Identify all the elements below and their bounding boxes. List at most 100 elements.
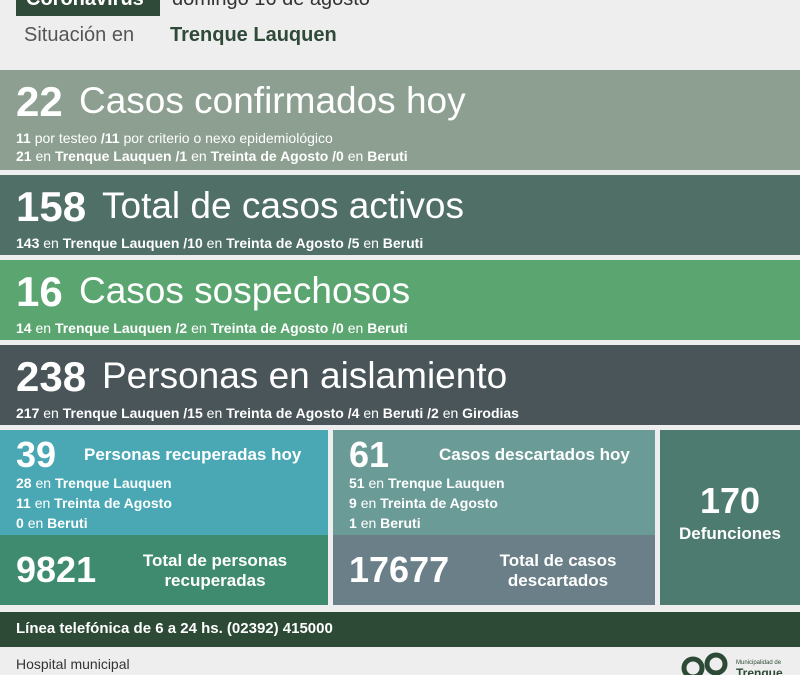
count: /1 (175, 148, 188, 164)
place: Trenque Lauquen (54, 320, 172, 336)
place: Beruti (380, 515, 421, 531)
word: en (35, 320, 52, 336)
word: en (360, 495, 377, 511)
band-number: 16 (16, 268, 63, 315)
deaths-label: Defunciones (678, 524, 782, 543)
word: en (368, 475, 385, 491)
band-line: 11 por testeo /11 por criterio o nexo ep… (16, 130, 333, 146)
word: en (34, 495, 51, 511)
count: 217 (16, 405, 40, 421)
box-total-label: Total de personas recuperadas (142, 551, 288, 590)
count: /0 (332, 148, 344, 164)
band (0, 260, 800, 340)
logo (681, 652, 728, 675)
band-line: 21 en Trenque Lauquen /1 en Treinta de A… (16, 148, 408, 164)
word: en (360, 515, 377, 531)
place: Trenque Lauquen (62, 235, 180, 251)
place: Trenque Lauquen (170, 24, 337, 46)
place: Beruti (47, 515, 88, 531)
word: en (363, 235, 379, 251)
word: en (43, 235, 59, 251)
box-line: 9 en Treinta de Agosto (349, 495, 498, 511)
band (0, 175, 800, 255)
box-line: 28 en Trenque Lauquen (16, 475, 172, 491)
logo-small: Municipalidad de (736, 660, 782, 666)
phone: Línea telefónica de 6 a 24 hs. (02392) 4… (16, 620, 333, 637)
band-title: Casos sospechosos (79, 270, 411, 311)
place: Treinta de Agosto (54, 495, 172, 511)
count: 28 (16, 475, 32, 491)
box (333, 430, 655, 535)
word: en (206, 405, 223, 421)
place: Trenque Lauquen (62, 405, 180, 421)
place: Treinta de Agosto (226, 235, 344, 251)
count: /4 (347, 405, 360, 421)
band-line: 14 en Trenque Lauquen /2 en Treinta de A… (16, 320, 408, 336)
box-total: 17677 (349, 549, 450, 590)
band (0, 70, 800, 170)
hospital: Hospital municipal (16, 656, 130, 672)
band-number: 158 (16, 183, 87, 230)
box-line: 1 en Beruti (349, 515, 421, 531)
word: en (35, 475, 52, 491)
count: 14 (16, 320, 32, 336)
place: Beruti (382, 405, 424, 421)
count: 143 (16, 235, 40, 251)
place: Trenque Lauquen (54, 475, 172, 491)
box-total-label: Total de casos descartados (499, 551, 617, 590)
band-number: 238 (16, 353, 87, 400)
place: Girodias (462, 405, 519, 421)
count: 11 (16, 130, 31, 146)
place: Beruti (367, 320, 408, 336)
deaths-box (660, 430, 800, 605)
word: por testeo (34, 130, 97, 146)
count: /10 (183, 235, 203, 251)
deaths-number: 170 (699, 480, 761, 521)
count: /11 (100, 130, 120, 146)
word: en (206, 235, 223, 251)
band-title: Casos confirmados hoy (79, 80, 466, 121)
word: en (43, 405, 59, 421)
count: 11 (16, 495, 31, 511)
band-title: Personas en aislamiento (102, 355, 508, 396)
band-line: 143 en Trenque Lauquen /10 en Treinta de… (16, 235, 423, 251)
word: en (347, 148, 364, 164)
word: por criterio o nexo epidemiológico (123, 130, 333, 146)
count: 21 (16, 148, 32, 164)
place: Trenque Lauquen (54, 148, 172, 164)
place: Beruti (367, 148, 408, 164)
box-number: 61 (349, 434, 390, 475)
situation: Situación en (24, 24, 135, 46)
count: /0 (332, 320, 344, 336)
tag: Coronavirus (26, 0, 144, 11)
count: 0 (16, 515, 24, 531)
box-total-bg (0, 535, 328, 605)
word: en (363, 405, 379, 421)
place: Trenque Lauquen (387, 475, 505, 491)
word: en (347, 320, 364, 336)
count: 9 (349, 495, 357, 511)
band-number: 22 (16, 78, 63, 125)
place: Treinta de Agosto (226, 405, 344, 421)
box-line: 0 en Beruti (16, 515, 88, 531)
word: en (27, 515, 44, 531)
phone-bar (0, 612, 800, 647)
band (0, 345, 800, 425)
word: en (191, 320, 207, 336)
count: /5 (347, 235, 360, 251)
box-total-bg (333, 535, 655, 605)
count: /2 (427, 405, 439, 421)
box-number: 39 (16, 434, 57, 475)
box-title: Personas recuperadas hoy (84, 445, 302, 464)
count: /2 (175, 320, 188, 336)
count: 1 (349, 515, 357, 531)
logo-big: Trenque (736, 666, 783, 675)
count: 51 (349, 475, 365, 491)
box (0, 430, 328, 535)
place: Treinta de Agosto (380, 495, 498, 511)
box-total: 9821 (16, 549, 97, 590)
band-line: 217 en Trenque Lauquen /15 en Treinta de… (16, 405, 519, 421)
word: en (35, 148, 52, 164)
place: Treinta de Agosto (210, 148, 329, 164)
